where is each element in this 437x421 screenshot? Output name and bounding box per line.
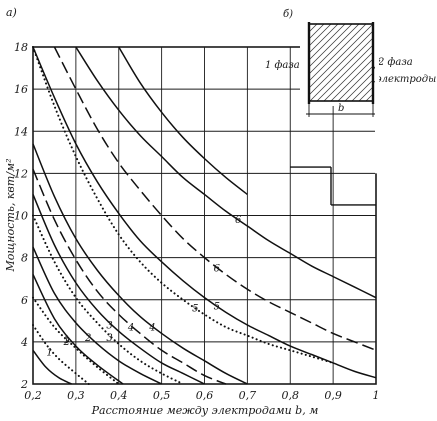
frame-notch-right <box>375 45 379 174</box>
x-axis-ticks: 0,2 0,3 0,4 0,5 0,6 0,7 0,8 0,9 1 <box>24 389 379 402</box>
y-tick-label: 6 <box>21 294 28 307</box>
y-tick-label: 18 <box>14 41 28 54</box>
hatch-line <box>309 24 353 68</box>
curve-number-label: 5 <box>192 303 198 314</box>
curve-solid-1 <box>32 274 124 385</box>
curve-number-label: 5 <box>214 301 220 312</box>
inset-dimension-label: b <box>338 103 344 114</box>
curve-solid-5 <box>32 46 377 379</box>
y-tick-label: 8 <box>21 252 28 265</box>
y-tick-label: 16 <box>14 83 28 96</box>
curve-number-label: 6 <box>235 215 242 226</box>
hatch-line <box>309 24 367 82</box>
curve-dotted-1 <box>32 324 90 385</box>
curve-number-label: 4 <box>127 322 134 333</box>
x-tick-label: 0,3 <box>67 389 85 402</box>
y-axis-title: Мощность, квт/м² <box>4 159 17 273</box>
panel-label-a: а) <box>6 6 17 19</box>
curve-number-label: 1 <box>64 335 70 346</box>
chart-curves <box>32 46 377 385</box>
x-tick-label: 1 <box>373 389 380 402</box>
electrodes-label: электроды <box>376 74 436 85</box>
curve-solid-2 <box>32 246 162 385</box>
curve-number-label: 2 <box>84 333 91 344</box>
hatch-line <box>344 72 373 101</box>
x-tick-label: 0,2 <box>24 389 42 402</box>
y-axis-ticks: 2 4 6 8 10 12 14 16 18 <box>14 41 28 391</box>
x-tick-label: 0,7 <box>239 389 257 402</box>
hatch-line <box>337 65 373 101</box>
y-tick-label: 2 <box>20 378 28 391</box>
hatch-line <box>309 24 339 54</box>
curve-solid-4 <box>32 143 248 385</box>
curve-number-label: 6 <box>214 263 221 274</box>
curve-solid-6 <box>75 46 377 299</box>
phase2-label: 2 фаза <box>377 57 413 68</box>
frame-notches <box>290 45 379 206</box>
curve-dotted-3 <box>32 214 185 385</box>
y-tick-label: 12 <box>14 167 28 180</box>
phase1-label: 1 фаза <box>265 60 300 71</box>
inset-hatching <box>309 24 373 101</box>
curve-dotted-2 <box>32 296 120 385</box>
hatch-line <box>309 24 360 75</box>
curve-number-label: 2 <box>63 337 70 348</box>
curve-number-label: 3 <box>106 333 112 344</box>
x-tick-label: 0,5 <box>153 389 171 402</box>
hatch-line <box>330 58 373 101</box>
y-tick-label: 10 <box>14 210 28 223</box>
x-tick-label: 0,4 <box>110 389 128 402</box>
hatch-line <box>316 44 373 101</box>
inset-diagram: b б) 1 фаза 2 фаза электроды <box>265 9 436 117</box>
hatch-line <box>309 24 373 89</box>
curve-labels: 121 2 33 4 45 566 <box>46 215 242 359</box>
x-axis-title: Расстояние между электродами b, м <box>91 404 319 417</box>
x-tick-label: 0,9 <box>324 389 342 402</box>
curve-solid-3 <box>32 194 205 385</box>
y-tick-label: 14 <box>14 125 28 138</box>
inset-panel-label: б) <box>283 9 293 20</box>
curve-dashed-4 <box>32 168 227 385</box>
curve-number-label: 1 <box>46 348 52 359</box>
curve-number-label: 4 <box>148 322 155 333</box>
hatch-line <box>309 24 346 61</box>
hatch-line <box>309 30 373 96</box>
curve-solid-unlabeled <box>118 46 248 196</box>
hatch-line <box>309 37 373 101</box>
hatch-line <box>309 24 325 40</box>
curve-number-label: 3 <box>106 320 112 331</box>
x-tick-label: 0,6 <box>196 389 214 402</box>
curve-solid-unlabeled <box>32 349 72 385</box>
hatch-line <box>323 51 373 101</box>
curve-dashed-6 <box>53 46 377 351</box>
hatch-line <box>351 79 373 101</box>
hatch-line <box>309 24 332 47</box>
y-tick-label: 4 <box>20 336 28 349</box>
x-tick-label: 0,8 <box>282 389 300 402</box>
